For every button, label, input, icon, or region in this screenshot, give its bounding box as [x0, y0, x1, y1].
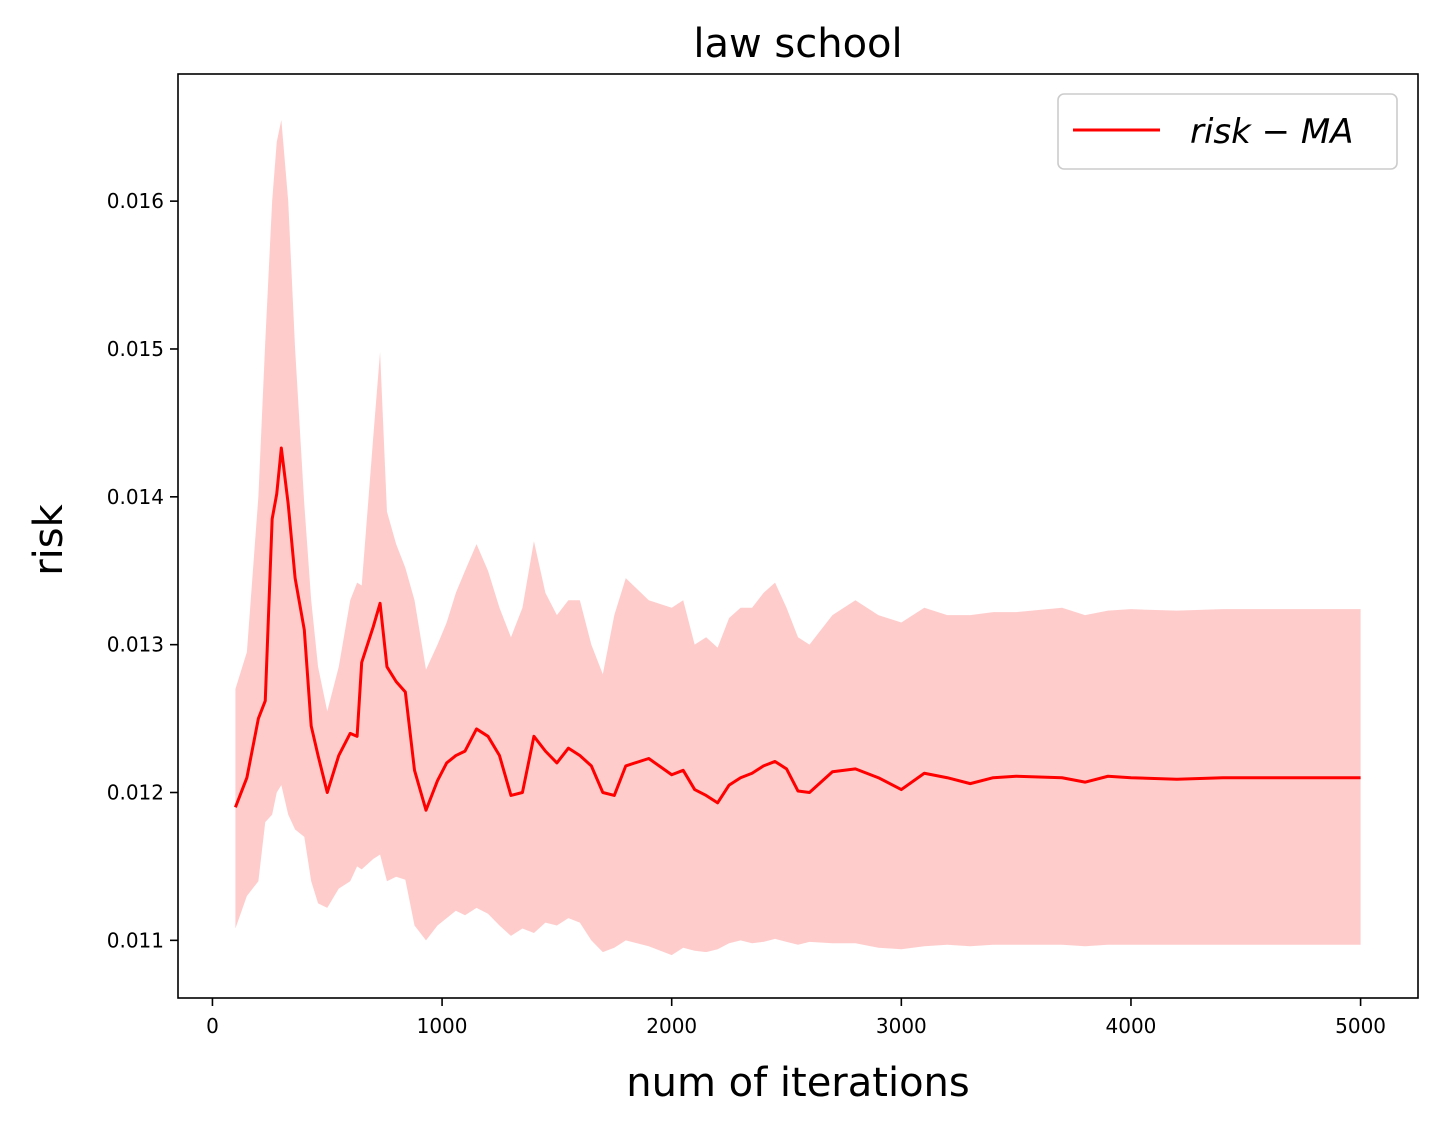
x-tick-label: 5000 — [1335, 1014, 1386, 1038]
legend: risk − MA — [1057, 93, 1398, 170]
chart-title: law school — [693, 21, 902, 67]
plot-area — [234, 119, 1361, 956]
plot-frame — [177, 73, 1419, 999]
y-tick-label: 0.014 — [107, 485, 164, 509]
y-tick-label: 0.015 — [107, 337, 164, 361]
y-tick-label: 0.012 — [107, 781, 164, 805]
x-tick-label: 0 — [206, 1014, 219, 1038]
x-tick-label: 2000 — [646, 1014, 697, 1038]
x-tick-label: 3000 — [876, 1014, 927, 1038]
y-tick-label: 0.011 — [107, 928, 164, 952]
y-axis-label: risk — [26, 503, 72, 575]
series-line-0 — [234, 446, 1361, 812]
series-band-0 — [235, 119, 1361, 956]
x-axis: 0 1000 2000 3000 4000 5000 — [206, 998, 1386, 1038]
x-tick-label: 4000 — [1106, 1014, 1157, 1038]
y-tick-label: 0.013 — [107, 633, 164, 657]
legend-label: risk − MA — [1190, 112, 1354, 152]
x-axis-label: num of iterations — [626, 1060, 969, 1106]
y-tick-label: 0.016 — [107, 189, 164, 213]
x-tick-label: 1000 — [417, 1014, 468, 1038]
y-axis: 0.011 0.012 0.013 0.014 0.015 0.016 — [107, 189, 178, 952]
legend-box — [1057, 93, 1398, 170]
